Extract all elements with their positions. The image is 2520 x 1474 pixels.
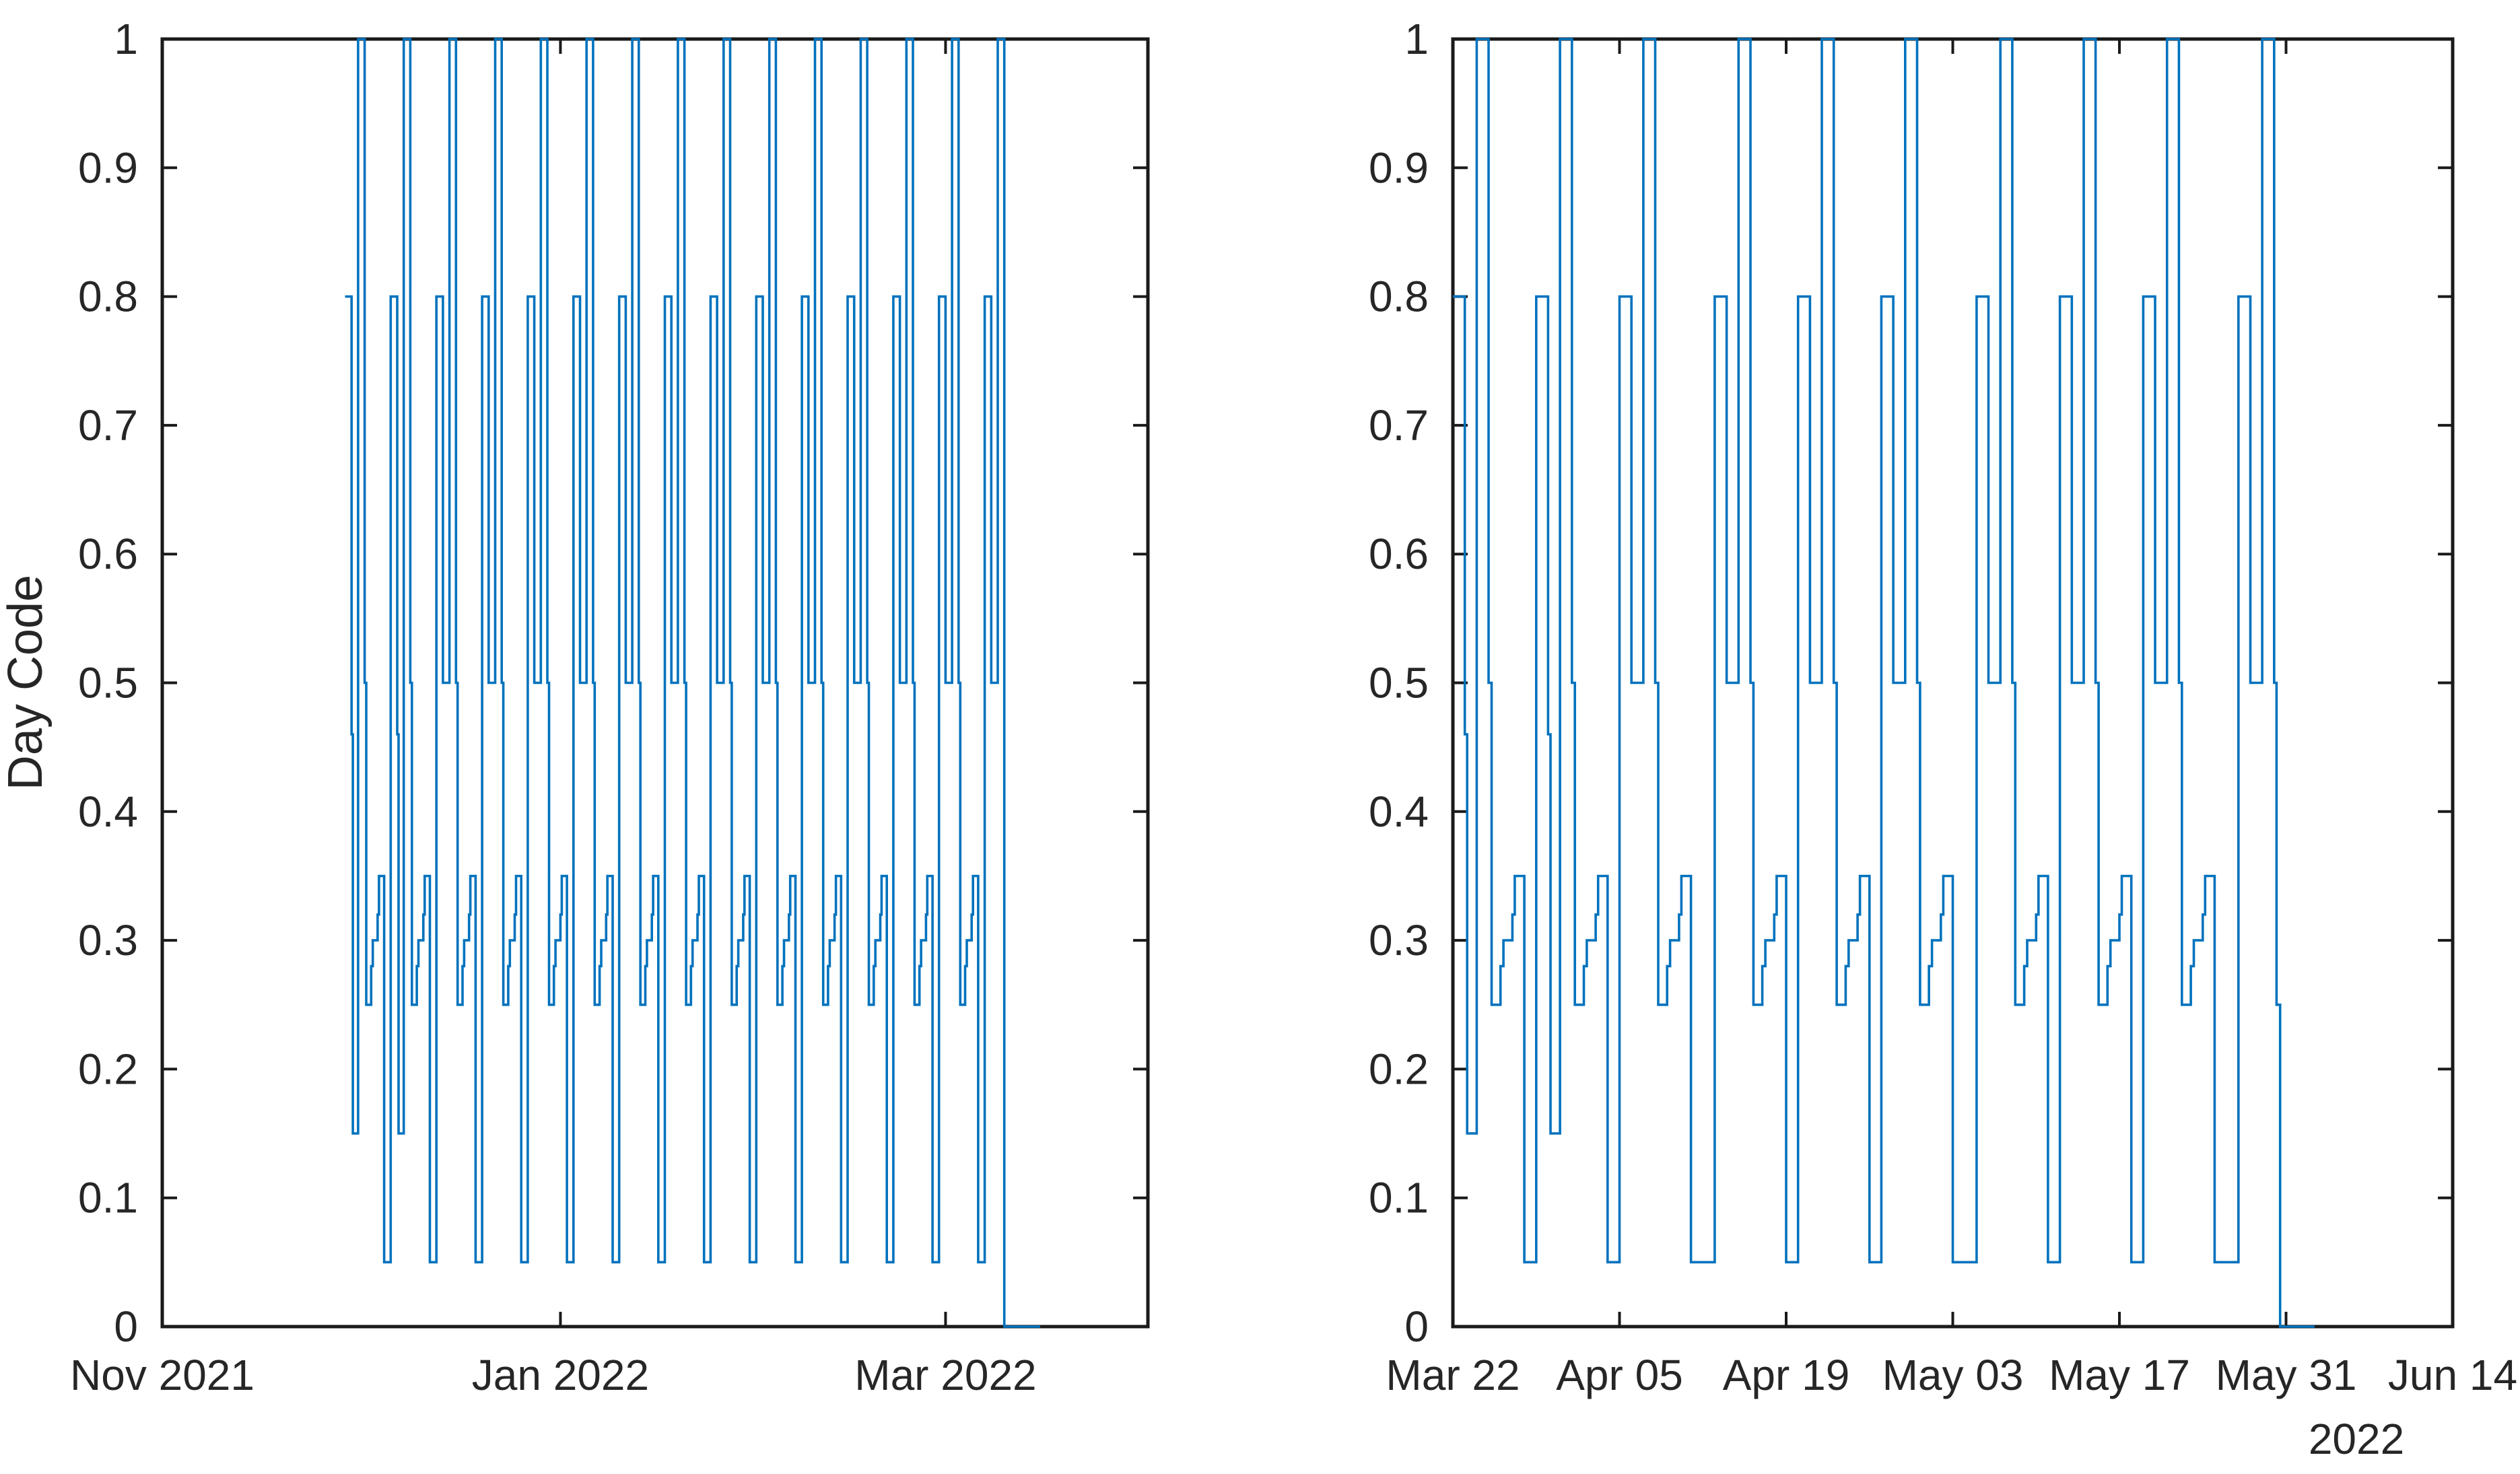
left-subplot: 0 0.1 0.2 0.3 0.4 0.5 0.6 0.7 0.8 0.9 1 Nov 2021 Ja… — [0, 15, 1150, 1399]
left-axes — [160, 37, 1150, 1329]
y-tick-label: 0 — [114, 1302, 138, 1351]
left-step-line — [345, 38, 1040, 1328]
x-tick-label: Mar 2022 — [854, 1351, 1036, 1399]
x-tick-label: Jun 14 — [2388, 1351, 2517, 1399]
y-tick-label: 0.6 — [1369, 530, 1429, 578]
right-y-tick-labels: 0 0.1 0.2 0.3 0.4 0.5 0.6 0.7 0.8 0.9 1 — [1369, 15, 1429, 1351]
y-tick-label: 0.2 — [78, 1045, 138, 1093]
y-tick-label: 0.4 — [1369, 787, 1429, 836]
y-tick-label: 0.1 — [1369, 1174, 1429, 1222]
right-x-tick-labels: Mar 22 Apr 05 Apr 19 May 03 May 17 May 31 Jun … — [1386, 1351, 2517, 1399]
x-tick-label: Apr 05 — [1556, 1351, 1683, 1399]
y-tick-label: 0.5 — [78, 659, 138, 707]
y-tick-label: 0.7 — [78, 401, 138, 450]
y-tick-label: 0.8 — [1369, 273, 1429, 321]
y-tick-label: 0.3 — [78, 916, 138, 964]
y-tick-label: 0.7 — [1369, 401, 1429, 450]
y-tick-label: 0.9 — [1369, 143, 1429, 192]
x-tick-label: Nov 2021 — [70, 1351, 254, 1399]
left-y-tick-labels: 0 0.1 0.2 0.3 0.4 0.5 0.6 0.7 0.8 0.9 1 — [78, 15, 138, 1351]
x-tick-label: May 03 — [1882, 1351, 2024, 1399]
y-tick-label: 0.2 — [1369, 1045, 1429, 1093]
x-tick-label: May 31 — [2216, 1351, 2357, 1399]
y-tick-label: 0.1 — [78, 1174, 138, 1222]
y-tick-label: 0.5 — [1369, 659, 1429, 707]
x-tick-label: Jan 2022 — [472, 1351, 649, 1399]
x-axis-secondary-year-label: 2022 — [2309, 1415, 2404, 1463]
y-tick-label: 0.3 — [1369, 916, 1429, 964]
x-tick-label: Mar 22 — [1386, 1351, 1520, 1399]
right-step-line — [1453, 38, 2315, 1328]
y-tick-label: 0 — [1404, 1302, 1429, 1351]
left-x-tick-labels: Nov 2021 Jan 2022 Mar 2022 — [70, 1351, 1037, 1399]
x-tick-label: May 17 — [2049, 1351, 2190, 1399]
y-tick-label: 1 — [1404, 15, 1429, 63]
y-tick-label: 0.6 — [78, 530, 138, 578]
right-subplot: 0 0.1 0.2 0.3 0.4 0.5 0.6 0.7 0.8 0.9 1 Mar 22 Apr … — [1369, 15, 2517, 1463]
axes-box — [160, 37, 1150, 1329]
y-axis-label: Day Code — [0, 575, 53, 790]
x-tick-label: Apr 19 — [1723, 1351, 1850, 1399]
y-tick-label: 1 — [114, 15, 138, 63]
y-tick-label: 0.8 — [78, 273, 138, 321]
y-tick-label: 0.4 — [78, 787, 138, 836]
y-tick-label: 0.9 — [78, 143, 138, 192]
